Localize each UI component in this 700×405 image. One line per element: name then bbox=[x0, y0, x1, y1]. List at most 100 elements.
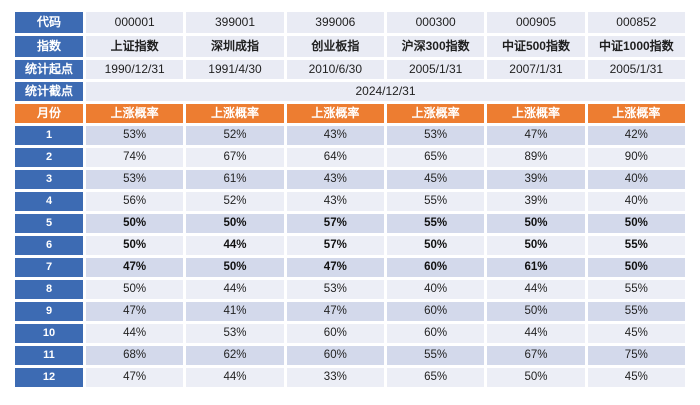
probability-cell: 50% bbox=[186, 258, 284, 277]
probability-cell: 50% bbox=[487, 302, 585, 321]
table-row: 3 53% 61% 43% 45% 39% 40% bbox=[15, 170, 685, 189]
index-name: 上证指数 bbox=[86, 36, 184, 57]
probability-cell: 50% bbox=[587, 258, 685, 277]
table-row: 11 68% 62% 60% 55% 67% 75% bbox=[15, 346, 685, 365]
probability-cell: 44% bbox=[487, 280, 585, 299]
probability-cell: 90% bbox=[587, 148, 685, 167]
month-cell: 4 bbox=[15, 192, 83, 211]
table-row: 5 50% 50% 57% 55% 50% 50% bbox=[15, 214, 685, 233]
probability-cell: 44% bbox=[186, 280, 284, 299]
month-cell: 5 bbox=[15, 214, 83, 233]
probability-cell: 44% bbox=[86, 324, 184, 343]
probability-cell: 74% bbox=[86, 148, 184, 167]
table-row: 10 44% 53% 60% 60% 44% 45% bbox=[15, 324, 685, 343]
probability-cell: 45% bbox=[587, 324, 685, 343]
probability-cell: 55% bbox=[386, 214, 485, 233]
start-date: 2010/6/30 bbox=[286, 60, 384, 79]
probability-cell: 62% bbox=[186, 346, 284, 365]
row-label-index: 指数 bbox=[15, 36, 83, 57]
probability-header-row: 月份 上涨概率 上涨概率 上涨概率 上涨概率 上涨概率 上涨概率 bbox=[15, 104, 685, 123]
month-cell: 8 bbox=[15, 280, 83, 299]
probability-cell: 41% bbox=[186, 302, 284, 321]
index-name: 中证500指数 bbox=[487, 36, 585, 57]
row-label-month: 月份 bbox=[15, 104, 83, 123]
index-code: 000001 bbox=[86, 12, 184, 33]
probability-header: 上涨概率 bbox=[86, 104, 184, 123]
probability-header: 上涨概率 bbox=[587, 104, 685, 123]
probability-cell: 43% bbox=[286, 126, 384, 145]
probability-cell: 60% bbox=[286, 346, 384, 365]
month-cell: 3 bbox=[15, 170, 83, 189]
index-code: 399001 bbox=[186, 12, 284, 33]
month-cell: 1 bbox=[15, 126, 83, 145]
probability-cell: 60% bbox=[386, 302, 485, 321]
probability-header: 上涨概率 bbox=[186, 104, 284, 123]
probability-cell: 50% bbox=[86, 214, 184, 233]
probability-cell: 40% bbox=[587, 170, 685, 189]
probability-cell: 33% bbox=[286, 368, 384, 387]
probability-cell: 68% bbox=[86, 346, 184, 365]
probability-header: 上涨概率 bbox=[286, 104, 384, 123]
probability-cell: 55% bbox=[587, 302, 685, 321]
probability-cell: 50% bbox=[86, 280, 184, 299]
probability-cell: 52% bbox=[186, 126, 284, 145]
probability-cell: 56% bbox=[86, 192, 184, 211]
probability-cell: 52% bbox=[186, 192, 284, 211]
probability-cell: 67% bbox=[487, 346, 585, 365]
table-row: 6 50% 44% 57% 50% 50% 55% bbox=[15, 236, 685, 255]
probability-cell: 53% bbox=[86, 170, 184, 189]
probability-cell: 60% bbox=[386, 258, 485, 277]
probability-cell: 61% bbox=[186, 170, 284, 189]
probability-cell: 43% bbox=[286, 170, 384, 189]
index-code: 000852 bbox=[587, 12, 685, 33]
probability-cell: 55% bbox=[386, 346, 485, 365]
probability-cell: 61% bbox=[487, 258, 585, 277]
row-label-end: 统计截点 bbox=[15, 82, 83, 101]
start-date: 1990/12/31 bbox=[86, 60, 184, 79]
probability-cell: 50% bbox=[186, 214, 284, 233]
table-row: 1 53% 52% 43% 53% 47% 42% bbox=[15, 126, 685, 145]
probability-cell: 47% bbox=[286, 302, 384, 321]
probability-cell: 39% bbox=[487, 170, 585, 189]
row-label-start: 统计起点 bbox=[15, 60, 83, 79]
start-date-row: 统计起点 1990/12/31 1991/4/30 2010/6/30 2005… bbox=[15, 60, 685, 79]
month-cell: 10 bbox=[15, 324, 83, 343]
month-cell: 2 bbox=[15, 148, 83, 167]
probability-cell: 50% bbox=[487, 214, 585, 233]
probability-cell: 47% bbox=[86, 302, 184, 321]
probability-cell: 50% bbox=[487, 368, 585, 387]
index-name-row: 指数 上证指数 深圳成指 创业板指 沪深300指数 中证500指数 中证1000… bbox=[15, 36, 685, 57]
probability-cell: 75% bbox=[587, 346, 685, 365]
probability-cell: 67% bbox=[186, 148, 284, 167]
probability-cell: 45% bbox=[587, 368, 685, 387]
probability-cell: 44% bbox=[186, 236, 284, 255]
probability-header: 上涨概率 bbox=[487, 104, 585, 123]
probability-cell: 40% bbox=[386, 280, 485, 299]
probability-cell: 42% bbox=[587, 126, 685, 145]
probability-cell: 45% bbox=[386, 170, 485, 189]
month-cell: 9 bbox=[15, 302, 83, 321]
probability-cell: 50% bbox=[487, 236, 585, 255]
probability-cell: 44% bbox=[487, 324, 585, 343]
start-date: 1991/4/30 bbox=[186, 60, 284, 79]
index-name: 深圳成指 bbox=[186, 36, 284, 57]
probability-cell: 65% bbox=[386, 368, 485, 387]
probability-cell: 53% bbox=[86, 126, 184, 145]
probability-cell: 65% bbox=[386, 148, 485, 167]
table-row: 2 74% 67% 64% 65% 89% 90% bbox=[15, 148, 685, 167]
start-date: 2007/1/31 bbox=[487, 60, 585, 79]
probability-cell: 50% bbox=[587, 214, 685, 233]
table-row: 8 50% 44% 53% 40% 44% 55% bbox=[15, 280, 685, 299]
probability-cell: 47% bbox=[86, 368, 184, 387]
end-date: 2024/12/31 bbox=[86, 82, 685, 101]
table-row: 12 47% 44% 33% 65% 50% 45% bbox=[15, 368, 685, 387]
probability-cell: 47% bbox=[86, 258, 184, 277]
probability-cell: 50% bbox=[86, 236, 184, 255]
probability-cell: 60% bbox=[286, 324, 384, 343]
table-row: 9 47% 41% 47% 60% 50% 55% bbox=[15, 302, 685, 321]
probability-header: 上涨概率 bbox=[386, 104, 485, 123]
probability-cell: 40% bbox=[587, 192, 685, 211]
probability-cell: 55% bbox=[386, 192, 485, 211]
table-row: 4 56% 52% 43% 55% 39% 40% bbox=[15, 192, 685, 211]
probability-cell: 57% bbox=[286, 214, 384, 233]
